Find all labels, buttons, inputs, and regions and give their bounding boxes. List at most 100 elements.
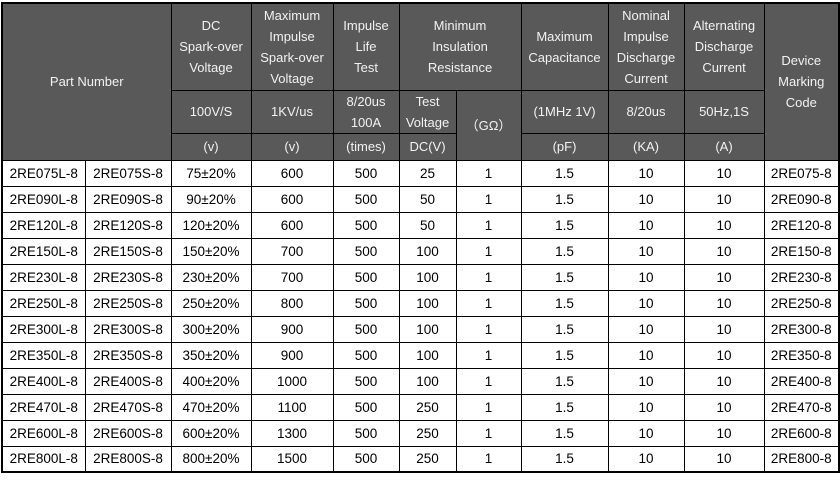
cell-capacitance: 1.5 [520,289,609,317]
header-insulation-title: Minimum Insulation Resistance [398,2,522,91]
header-dc-sparkover-title: DC Spark-over Voltage [170,2,252,91]
cell-alternating-discharge-current: 10 [683,237,765,265]
cell-impulse-life: 500 [332,367,400,395]
cell-impulse-sparkover-voltage: 800 [250,289,334,317]
cell-capacitance: 1.5 [520,185,609,213]
cell-test-voltage: 100 [398,263,457,291]
cell-capacitance: 1.5 [520,393,609,421]
cell-part-number-l: 2RE600L-8 [1,419,86,447]
table-row: 2RE075L-8 2RE075S-8 75±20% 600 500 25 1 … [1,159,840,187]
cell-test-voltage: 250 [398,445,457,473]
table-header: Part Number DC Spark-over Voltage Maximu… [1,2,840,161]
cell-device-marking-code: 2RE300-8 [763,315,840,343]
table-row: 2RE350L-8 2RE350S-8 350±20% 900 500 100 … [1,341,840,369]
cell-impulse-sparkover-voltage: 600 [250,159,334,187]
header-dc-sparkover-condition: 100V/S [170,89,252,134]
cell-dc-sparkover-voltage: 250±20% [170,289,252,317]
cell-device-marking-code: 2RE470-8 [763,393,840,421]
cell-part-number-s: 2RE250S-8 [84,289,172,317]
cell-impulse-sparkover-voltage: 900 [250,341,334,369]
cell-device-marking-code: 2RE250-8 [763,289,840,317]
cell-part-number-s: 2RE230S-8 [84,263,172,291]
header-device-marking: Device Marking Code [763,2,840,161]
cell-impulse-sparkover-voltage: 600 [250,211,334,239]
spec-table: Part Number DC Spark-over Voltage Maximu… [1,2,840,473]
cell-dc-sparkover-voltage: 150±20% [170,237,252,265]
cell-device-marking-code: 2RE230-8 [763,263,840,291]
cell-device-marking-code: 2RE090-8 [763,185,840,213]
cell-alternating-discharge-current: 10 [683,367,765,395]
cell-capacitance: 1.5 [520,341,609,369]
cell-alternating-discharge-current: 10 [683,159,765,187]
cell-alternating-discharge-current: 10 [683,289,765,317]
table-row: 2RE400L-8 2RE400S-8 400±20% 1000 500 100… [1,367,840,395]
cell-part-number-l: 2RE800L-8 [1,445,86,473]
header-impulse-life-condition: 8/20us 100A [332,89,400,134]
cell-test-voltage: 100 [398,237,457,265]
cell-nominal-discharge-current: 10 [607,263,685,291]
header-nominal-discharge-title: Nominal Impulse Discharge Current [607,2,685,91]
cell-test-voltage: 50 [398,185,457,213]
cell-insulation-resistance: 1 [455,419,522,447]
cell-part-number-l: 2RE350L-8 [1,341,86,369]
cell-dc-sparkover-voltage: 350±20% [170,341,252,369]
table-row: 2RE150L-8 2RE150S-8 150±20% 700 500 100 … [1,237,840,265]
cell-part-number-s: 2RE075S-8 [84,159,172,187]
cell-dc-sparkover-voltage: 75±20% [170,159,252,187]
cell-impulse-life: 500 [332,289,400,317]
header-insulation-test-voltage: Test Voltage [398,89,457,134]
cell-part-number-s: 2RE470S-8 [84,393,172,421]
cell-alternating-discharge-current: 10 [683,263,765,291]
cell-dc-sparkover-voltage: 230±20% [170,263,252,291]
cell-dc-sparkover-voltage: 90±20% [170,185,252,213]
cell-part-number-l: 2RE120L-8 [1,211,86,239]
cell-nominal-discharge-current: 10 [607,445,685,473]
header-impulse-life-title: Impulse Life Test [332,2,400,91]
cell-capacitance: 1.5 [520,263,609,291]
header-impulse-sparkover-title: Maximum Impulse Spark-over Voltage [250,2,334,91]
cell-capacitance: 1.5 [520,419,609,447]
table-row: 2RE120L-8 2RE120S-8 120±20% 600 500 50 1… [1,211,840,239]
cell-impulse-life: 500 [332,263,400,291]
cell-impulse-life: 500 [332,159,400,187]
cell-dc-sparkover-voltage: 470±20% [170,393,252,421]
cell-insulation-resistance: 1 [455,211,522,239]
cell-test-voltage: 100 [398,367,457,395]
cell-part-number-s: 2RE150S-8 [84,237,172,265]
table-row: 2RE600L-8 2RE600S-8 600±20% 1300 500 250… [1,419,840,447]
cell-impulse-life: 500 [332,185,400,213]
cell-impulse-life: 500 [332,419,400,447]
cell-device-marking-code: 2RE400-8 [763,367,840,395]
table-row: 2RE250L-8 2RE250S-8 250±20% 800 500 100 … [1,289,840,317]
table-row: 2RE470L-8 2RE470S-8 470±20% 1100 500 250… [1,393,840,421]
cell-capacitance: 1.5 [520,211,609,239]
table-body: 2RE075L-8 2RE075S-8 75±20% 600 500 25 1 … [1,159,840,473]
header-impulse-sparkover-unit: (v) [250,132,334,161]
header-impulse-life-unit: (times) [332,132,400,161]
cell-part-number-s: 2RE600S-8 [84,419,172,447]
table-row: 2RE300L-8 2RE300S-8 300±20% 900 500 100 … [1,315,840,343]
cell-alternating-discharge-current: 10 [683,315,765,343]
cell-insulation-resistance: 1 [455,289,522,317]
cell-nominal-discharge-current: 10 [607,419,685,447]
cell-impulse-sparkover-voltage: 600 [250,185,334,213]
cell-part-number-s: 2RE090S-8 [84,185,172,213]
cell-impulse-sparkover-voltage: 1500 [250,445,334,473]
cell-part-number-l: 2RE300L-8 [1,315,86,343]
cell-impulse-sparkover-voltage: 1300 [250,419,334,447]
cell-device-marking-code: 2RE350-8 [763,341,840,369]
header-part-number: Part Number [1,2,172,161]
header-capacitance-condition: (1MHz 1V) [520,89,609,134]
cell-device-marking-code: 2RE075-8 [763,159,840,187]
cell-impulse-sparkover-voltage: 700 [250,237,334,265]
cell-capacitance: 1.5 [520,237,609,265]
cell-capacitance: 1.5 [520,159,609,187]
cell-dc-sparkover-voltage: 600±20% [170,419,252,447]
cell-nominal-discharge-current: 10 [607,367,685,395]
header-alternating-discharge-title: Alternating Discharge Current [683,2,765,91]
cell-nominal-discharge-current: 10 [607,393,685,421]
cell-part-number-s: 2RE400S-8 [84,367,172,395]
cell-test-voltage: 250 [398,419,457,447]
cell-impulse-sparkover-voltage: 700 [250,263,334,291]
cell-alternating-discharge-current: 10 [683,185,765,213]
